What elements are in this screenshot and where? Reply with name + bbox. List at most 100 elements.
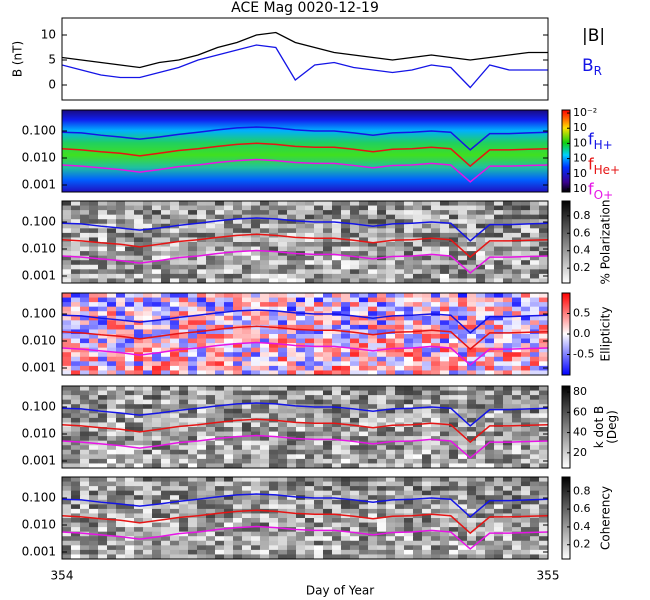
spectrogram-cell (188, 273, 198, 279)
spectrogram-cell (386, 499, 396, 505)
spectrogram-cell (260, 545, 270, 551)
spectrogram-cell (530, 395, 540, 401)
spectrogram-cell (188, 386, 198, 392)
spectrogram-cell (368, 449, 378, 455)
spectrogram-cell (134, 347, 144, 353)
spectrogram-cell (215, 395, 225, 401)
spectrogram-cell (332, 390, 342, 396)
spectrogram-cell (350, 219, 360, 225)
spectrogram-cell (323, 518, 333, 524)
spectrogram-cell (467, 427, 477, 433)
spectrogram-cell (134, 297, 144, 303)
spectrogram-cell (224, 413, 234, 419)
spectrogram-cell (395, 219, 405, 225)
spectrogram-cell (107, 445, 117, 451)
spectrogram-cell (476, 481, 486, 487)
spectrogram-cell (116, 445, 126, 451)
spectrogram-cell (206, 297, 216, 303)
spectrogram-cell (395, 508, 405, 514)
spectrogram-cell (458, 293, 468, 299)
spectrogram-cell (107, 237, 117, 243)
spectrogram-cell (161, 449, 171, 455)
plot-frame (61, 109, 549, 193)
spectrogram-cell (206, 431, 216, 437)
spectrogram-cell (71, 352, 81, 358)
spectrogram-cell (80, 338, 90, 344)
spectrogram-cell (152, 404, 162, 410)
spectrogram-cell (404, 201, 414, 207)
spectrogram-cell (89, 454, 99, 460)
spectrogram-cell (440, 440, 450, 446)
spectrogram-cell (449, 417, 459, 423)
spectrogram-cell (467, 232, 477, 238)
spectrogram-cell (413, 293, 423, 299)
spectrogram-cell (161, 264, 171, 270)
spectrogram-cell (242, 273, 252, 279)
spectrogram-cell (521, 404, 531, 410)
spectrogram-cell (395, 205, 405, 211)
spectrogram-cell (539, 463, 548, 468)
spectrogram-cell (242, 255, 252, 261)
spectrogram-cell (134, 343, 144, 349)
spectrogram-cell (170, 508, 180, 514)
spectrogram-cell (233, 306, 243, 312)
spectrogram-cell (440, 545, 450, 551)
spectrogram-cell (332, 458, 342, 464)
spectrogram-cell (332, 329, 342, 335)
spectrogram-cell (233, 445, 243, 451)
spectrogram-cell (377, 404, 387, 410)
spectrogram-cell (134, 436, 144, 442)
spectrogram-cell (377, 436, 387, 442)
spectrogram-cell (314, 504, 324, 510)
spectrogram-cell (278, 504, 288, 510)
spectrogram-cell (422, 536, 432, 542)
spectrogram-cell (152, 251, 162, 257)
spectrogram-cell (269, 273, 279, 279)
spectrogram-cell (98, 228, 108, 234)
spectrogram-cell (359, 499, 369, 505)
spectrogram-cell (323, 293, 333, 299)
spectrogram-cell (494, 214, 504, 220)
spectrogram-cell (134, 246, 144, 252)
spectrogram-cell (107, 264, 117, 270)
spectrogram-cell (305, 486, 315, 492)
spectrogram-cell (350, 214, 360, 220)
spectrogram-cell (224, 386, 234, 392)
spectrogram-cell (359, 269, 369, 275)
spectrogram-cell (107, 549, 117, 555)
spectrogram-cell (179, 427, 189, 433)
spectrogram-cell (161, 352, 171, 358)
spectrogram-cell (323, 399, 333, 405)
spectrogram-cell (89, 504, 99, 510)
data-line (62, 249, 548, 274)
spectrogram-cell (134, 395, 144, 401)
spectrogram-cell (107, 413, 117, 419)
spectrogram-cell (404, 386, 414, 392)
spectrogram-cell (431, 269, 441, 275)
spectrogram-cell (278, 370, 288, 375)
spectrogram-cell (287, 352, 297, 358)
spectrogram-cell (116, 324, 126, 330)
spectrogram-cell (278, 343, 288, 349)
spectrogram-cell (224, 278, 234, 283)
spectrogram-cell (161, 504, 171, 510)
spectrogram-cell (305, 210, 315, 216)
spectrogram-cell (98, 518, 108, 524)
spectrogram-cell (287, 522, 297, 528)
spectrogram-cell (170, 454, 180, 460)
spectrogram-cell (161, 549, 171, 555)
spectrogram-cell (503, 536, 513, 542)
spectrogram-cell (125, 242, 135, 248)
spectrogram-cell (377, 545, 387, 551)
spectrogram-cell (503, 201, 513, 207)
spectrogram-cell (80, 334, 90, 340)
spectrogram-cell (386, 531, 396, 537)
spectrogram-cell (386, 481, 396, 487)
spectrogram-cell (287, 356, 297, 362)
spectrogram-cell (431, 315, 441, 321)
spectrogram-cell (404, 214, 414, 220)
spectrogram-cell (89, 495, 99, 501)
spectrogram-cell (197, 486, 207, 492)
spectrogram-cell (269, 251, 279, 257)
spectrogram-cell (197, 361, 207, 367)
